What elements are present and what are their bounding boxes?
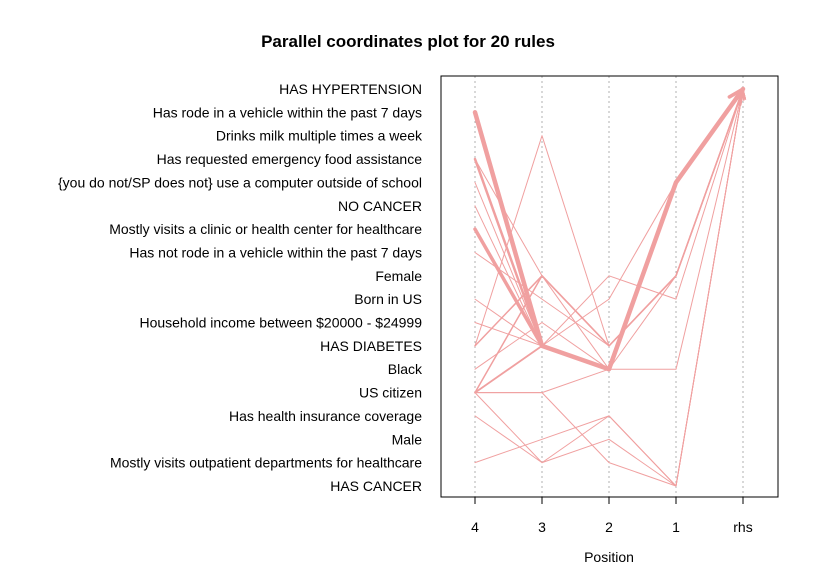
y-label-15: Male	[392, 431, 423, 447]
y-label-2: Drinks milk multiple times a week	[216, 128, 423, 144]
x-tick-label-3: 1	[672, 519, 680, 535]
x-axis-label: Position	[584, 549, 634, 565]
y-label-11: HAS DIABETES	[320, 338, 422, 354]
rule-line-6	[474, 88, 744, 394]
rule-line-0	[472, 86, 746, 372]
grid-lines	[474, 76, 744, 497]
y-label-17: HAS CANCER	[330, 478, 422, 494]
y-label-16: Mostly visits outpatient departments for…	[110, 455, 422, 471]
y-label-9: Born in US	[354, 291, 422, 307]
y-label-10: Household income between $20000 - $24999	[139, 315, 422, 331]
chart-title: Parallel coordinates plot for 20 rules	[261, 32, 555, 51]
y-label-0: HAS HYPERTENSION	[279, 81, 422, 97]
y-label-12: Black	[388, 361, 423, 377]
y-label-8: Female	[375, 268, 422, 284]
y-axis-labels: HAS HYPERTENSION Has rode in a vehicle wi…	[58, 81, 423, 494]
x-tick-label-2: 2	[605, 519, 613, 535]
y-label-4: {you do not/SP does not} use a computer …	[58, 174, 422, 190]
y-label-5: NO CANCER	[338, 198, 422, 214]
x-axis-ticks: 4 3 2 1 rhs	[471, 497, 753, 535]
x-tick-label-1: 3	[538, 519, 546, 535]
rule-line-18	[474, 88, 744, 487]
y-label-6: Mostly visits a clinic or health center …	[109, 221, 422, 237]
y-label-1: Has rode in a vehicle within the past 7 …	[153, 104, 422, 120]
y-label-3: Has requested emergency food assistance	[157, 151, 423, 167]
rule-arrowhead-0	[727, 87, 745, 107]
y-label-14: Has health insurance coverage	[229, 408, 422, 424]
plot-frame	[440, 75, 779, 498]
y-label-7: Has not rode in a vehicle within the pas…	[129, 244, 422, 260]
y-label-13: US citizen	[359, 385, 422, 401]
series-lines	[472, 86, 747, 487]
x-tick-label-4: rhs	[733, 519, 752, 535]
x-tick-label-0: 4	[471, 519, 479, 535]
